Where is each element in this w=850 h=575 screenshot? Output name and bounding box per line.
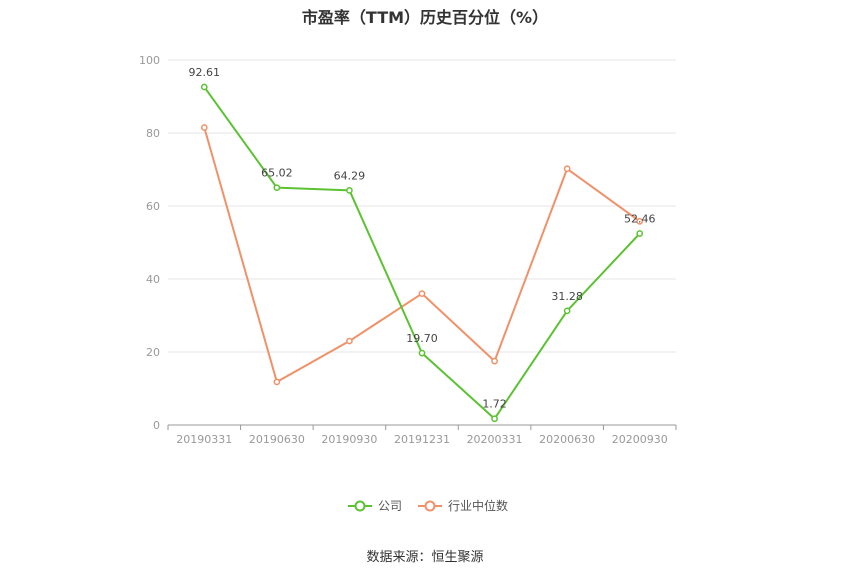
x-tick-label: 20190331 <box>176 433 232 446</box>
legend-swatch-marker <box>424 500 436 512</box>
legend-swatch-marker <box>354 500 366 512</box>
legend-label: 行业中位数 <box>448 498 508 513</box>
chart-title: 市盈率（TTM）历史百分位（%） <box>301 8 549 27</box>
legend-item[interactable]: 公司 <box>348 499 402 513</box>
data-point[interactable] <box>491 357 498 365</box>
data-point[interactable] <box>418 349 426 357</box>
y-tick-label: 40 <box>146 273 160 286</box>
data-label: 92.61 <box>189 66 221 79</box>
legend[interactable]: 公司 行业中位数 <box>348 498 508 513</box>
data-label: 1.72 <box>482 398 507 411</box>
x-tick-label: 20200331 <box>467 433 523 446</box>
series-layer <box>200 83 644 423</box>
data-point[interactable] <box>346 337 353 345</box>
x-tick-label: 20200630 <box>539 433 595 446</box>
x-tick-label: 20190630 <box>249 433 305 446</box>
data-point[interactable] <box>491 415 498 423</box>
data-label: 31.28 <box>551 290 583 303</box>
x-axis: 20190331 20190630 20190930 20191231 20200331… <box>167 424 677 446</box>
y-tick-label: 20 <box>146 346 160 359</box>
data-label: 19.70 <box>406 332 438 345</box>
y-tick-label: 60 <box>146 200 160 213</box>
data-point[interactable] <box>200 83 208 91</box>
data-label: 64.29 <box>334 169 366 182</box>
data-point[interactable] <box>636 217 644 225</box>
data-labels: 92.61 65.02 64.29 19.70 1.72 31.28 52.46 <box>189 66 656 411</box>
grid-lines <box>168 59 676 353</box>
y-axis: 0 20 40 60 80 100 <box>139 54 160 432</box>
data-point[interactable] <box>563 165 571 173</box>
series-line <box>203 86 641 420</box>
data-point[interactable] <box>273 184 281 192</box>
data-label: 52.46 <box>624 213 656 226</box>
y-tick-label: 100 <box>139 54 160 67</box>
x-tick-label: 20190930 <box>321 433 377 446</box>
x-tick-label: 20200930 <box>612 433 668 446</box>
legend-label: 公司 <box>378 499 402 513</box>
y-tick-label: 80 <box>146 127 160 140</box>
data-point[interactable] <box>563 307 571 315</box>
data-point[interactable] <box>273 378 281 386</box>
x-tick-label: 20191231 <box>394 433 450 446</box>
data-label: 65.02 <box>261 167 293 180</box>
data-point[interactable] <box>200 124 208 131</box>
y-tick-label: 0 <box>153 419 160 432</box>
data-point[interactable] <box>346 186 353 194</box>
legend-item[interactable]: 行业中位数 <box>418 498 508 513</box>
data-point[interactable] <box>636 230 644 237</box>
data-source: 数据来源：恒生聚源 <box>366 550 484 565</box>
data-point[interactable] <box>418 290 426 297</box>
